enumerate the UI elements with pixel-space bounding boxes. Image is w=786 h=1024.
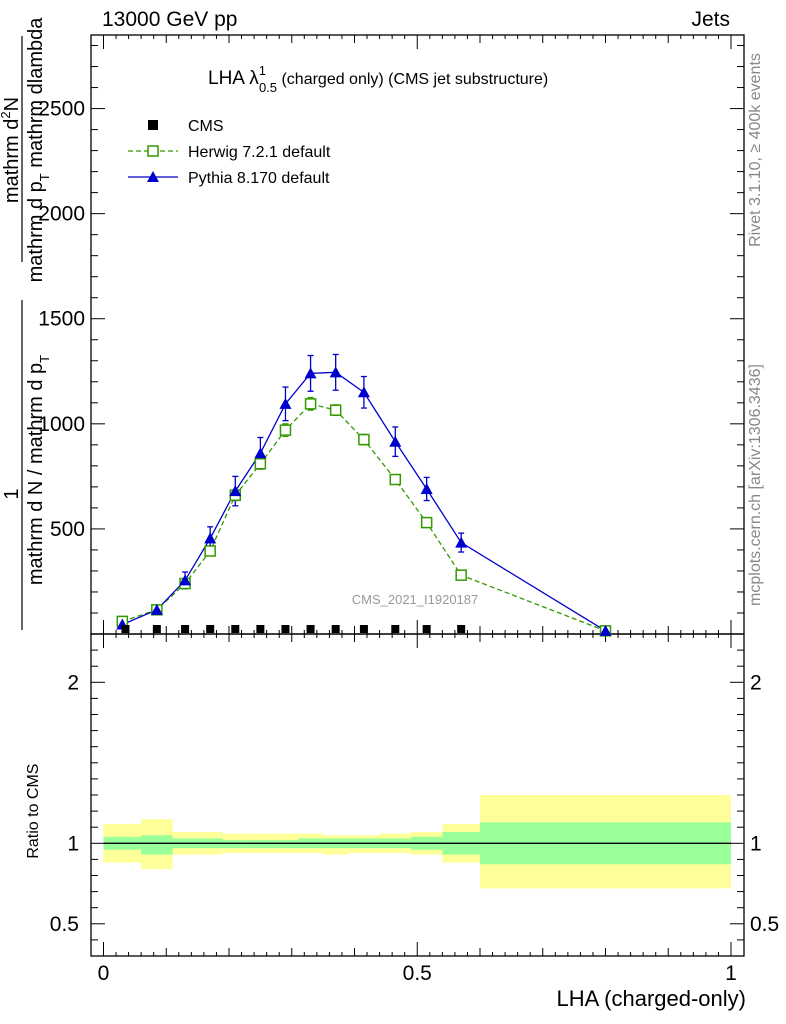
x-tick-label: 0.5: [403, 962, 432, 985]
y-axis-label-numerator: 1: [1, 488, 23, 499]
pythia-marker: [389, 435, 402, 447]
x-tick-label: 1: [725, 962, 737, 985]
rivet-version-label: Rivet 3.1.10, ≥ 400k events: [747, 53, 764, 247]
cms-marker: [181, 625, 190, 633]
pythia-line: [122, 371, 606, 632]
pythia-marker: [150, 603, 163, 615]
cms-marker: [206, 625, 215, 633]
cms-marker: [281, 625, 290, 633]
herwig-marker: [455, 569, 467, 581]
herwig-marker: [204, 545, 216, 557]
pythia-marker: [329, 366, 342, 378]
cms-marker: [306, 625, 315, 633]
ratio-y-tick-label-right: 0.5: [750, 913, 779, 936]
pythia-marker: [204, 532, 217, 544]
watermark: CMS_2021_I1920187: [352, 592, 479, 607]
y-axis-label-upper-denominator: mathrm d pT mathrm dlambda: [25, 17, 52, 283]
herwig-marker: [329, 404, 342, 416]
y-tick-label: 1500: [38, 308, 85, 331]
herwig-marker: [358, 433, 370, 446]
mcplots-site-label: mcplots.cern.ch [arXiv:1306.3436]: [747, 364, 764, 606]
pythia-marker: [599, 624, 612, 636]
ratio-y-tick-label: 0.5: [50, 913, 79, 936]
legend-herwig-marker: [147, 145, 159, 157]
ratio-y-tick-label: 1: [67, 832, 79, 855]
herwig-marker: [420, 516, 433, 529]
pythia-marker: [254, 447, 267, 459]
category-label: Jets: [691, 8, 730, 31]
legend-pythia-marker: [147, 171, 159, 182]
cms-marker: [152, 625, 161, 633]
energy-label: 13000 GeV pp: [102, 8, 238, 31]
cms-marker: [391, 625, 400, 633]
ratio-y-axis-label: Ratio to CMS: [25, 764, 42, 859]
herwig-marker: [304, 398, 317, 410]
pythia-marker: [229, 485, 242, 497]
x-tick-label: 0: [98, 962, 110, 985]
ratio-band-green-4: [222, 840, 248, 849]
herwig-marker: [254, 458, 267, 470]
y-tick-label: 1000: [38, 413, 85, 436]
legend-cms-marker: [148, 120, 158, 130]
ratio-y-tick-label-right: 1: [750, 832, 762, 855]
legend-entry: Herwig 7.2.1 default: [188, 144, 331, 161]
y-axis-label-upper: mathrm d2N: [0, 97, 23, 203]
legend-entry: Pythia 8.170 default: [188, 170, 330, 187]
plot-title: LHA λ1 0.5 (charged only) (CMS jet substr…: [208, 63, 548, 95]
legend-entry: CMS: [188, 118, 224, 135]
cms-marker: [121, 625, 130, 633]
pythia-marker: [420, 482, 433, 494]
ratio-band-green-1: [141, 835, 173, 855]
pythia-marker: [357, 386, 370, 398]
ratio-y-tick-label: 2: [67, 671, 79, 694]
herwig-marker: [279, 424, 292, 436]
pythia-marker: [179, 574, 192, 586]
y-tick-label: 2000: [38, 203, 85, 226]
cms-marker: [231, 625, 240, 633]
cms-marker: [359, 625, 368, 633]
y-axis-label-lower: mathrm d N / mathrm d pT: [25, 355, 52, 585]
y-tick-label: 500: [50, 518, 85, 541]
cms-marker: [331, 625, 340, 633]
cms-marker: [457, 625, 466, 633]
pythia-marker: [279, 397, 292, 409]
ratio-y-tick-label-right: 2: [750, 671, 762, 694]
cms-marker: [256, 625, 265, 633]
ratio-band-green-5: [247, 840, 273, 849]
ratio-band-green-6: [272, 840, 299, 849]
cms-marker: [422, 625, 431, 633]
herwig-marker: [389, 473, 402, 486]
pythia-marker: [455, 536, 468, 548]
x-axis-label: LHA (charged-only): [556, 986, 746, 1011]
pythia-marker: [304, 367, 317, 379]
y-tick-label: 2500: [38, 98, 85, 121]
